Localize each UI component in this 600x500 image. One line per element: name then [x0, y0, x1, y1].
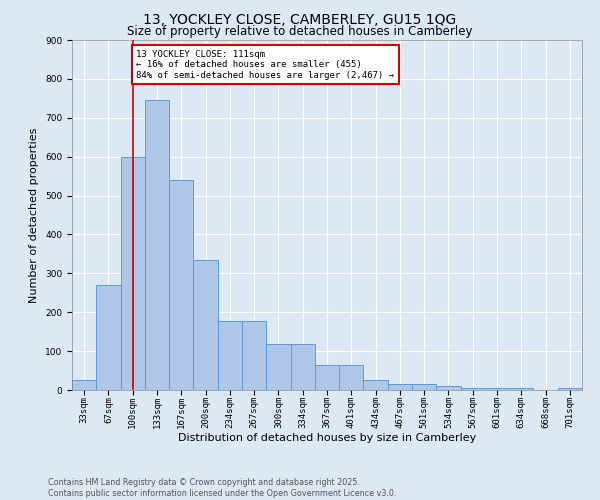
Bar	[388, 384, 412, 390]
Text: 13 YOCKLEY CLOSE: 111sqm
← 16% of detached houses are smaller (455)
84% of semi-: 13 YOCKLEY CLOSE: 111sqm ← 16% of detach…	[136, 50, 394, 80]
Bar	[364, 380, 388, 390]
Bar	[96, 285, 121, 390]
Bar	[339, 364, 364, 390]
Bar	[558, 388, 582, 390]
Bar	[509, 388, 533, 390]
Bar	[169, 180, 193, 390]
Bar	[242, 321, 266, 390]
Bar	[72, 380, 96, 390]
Bar	[145, 100, 169, 390]
Bar	[266, 344, 290, 390]
Bar	[412, 384, 436, 390]
Bar	[193, 260, 218, 390]
Bar	[315, 364, 339, 390]
X-axis label: Distribution of detached houses by size in Camberley: Distribution of detached houses by size …	[178, 432, 476, 442]
Bar	[121, 156, 145, 390]
Text: Size of property relative to detached houses in Camberley: Size of property relative to detached ho…	[127, 25, 473, 38]
Bar	[290, 344, 315, 390]
Bar	[485, 388, 509, 390]
Bar	[436, 386, 461, 390]
Bar	[461, 388, 485, 390]
Text: Contains HM Land Registry data © Crown copyright and database right 2025.
Contai: Contains HM Land Registry data © Crown c…	[48, 478, 397, 498]
Y-axis label: Number of detached properties: Number of detached properties	[29, 128, 40, 302]
Text: 13, YOCKLEY CLOSE, CAMBERLEY, GU15 1QG: 13, YOCKLEY CLOSE, CAMBERLEY, GU15 1QG	[143, 12, 457, 26]
Bar	[218, 321, 242, 390]
